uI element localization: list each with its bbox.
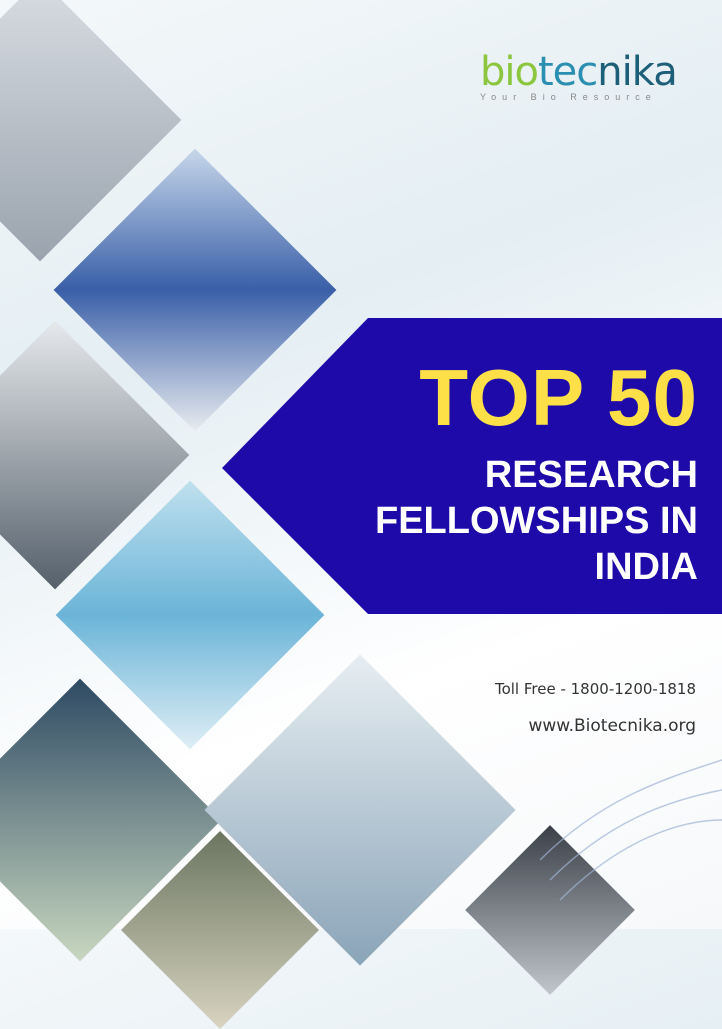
headline-top50: TOP 50 [419, 353, 698, 442]
headline-line3: INDIA [594, 546, 698, 588]
headline-line2: FELLOWSHIPS IN [375, 500, 698, 542]
decorative-swirl [540, 759, 722, 901]
logo-tagline: Your Bio Resource [480, 92, 657, 102]
title-banner [222, 318, 722, 614]
website-link[interactable]: www.Biotecnika.org [528, 716, 696, 736]
toll-free-number: Toll Free - 1800-1200-1818 [494, 680, 696, 698]
headline-line1: RESEARCH [484, 454, 698, 496]
headline-subtitle: RESEARCH FELLOWSHIPS IN INDIA [375, 452, 698, 590]
logo: biotecnika Your Bio Resource [480, 52, 710, 102]
